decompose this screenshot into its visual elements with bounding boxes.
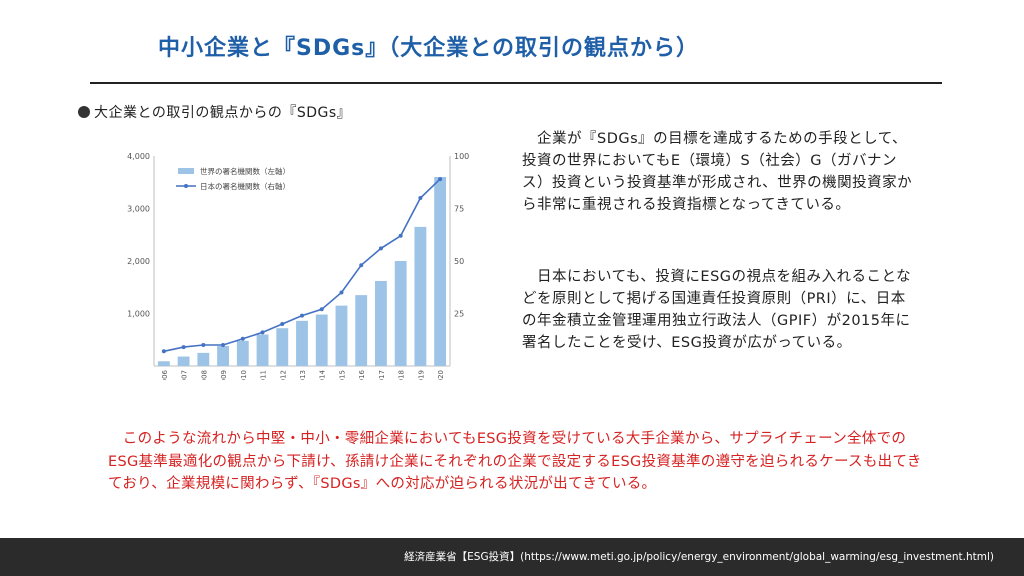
bar	[315, 314, 328, 366]
line-point	[438, 177, 443, 182]
x-tick-label: 2010	[240, 370, 248, 380]
footer-bar: 経済産業省【ESG投資】(https://www.meti.go.jp/poli…	[0, 538, 1024, 576]
title-divider	[90, 82, 942, 84]
bar	[197, 352, 210, 366]
bar	[335, 305, 348, 366]
x-tick-label: 2013	[299, 370, 307, 380]
paragraph-esg-intro: 企業が『SDGs』の目標を達成するための手段として、投資の世界においてもE（環境…	[522, 131, 913, 213]
right-tick-label: 25	[454, 310, 464, 319]
line-point	[418, 196, 423, 200]
line-point	[240, 336, 245, 341]
x-tick-label: 2016	[358, 369, 366, 380]
page-title: 中小企業と『SDGs』（大企業との取引の観点から）	[158, 36, 700, 61]
legend-label-world: 世界の署名機関数（左軸）	[200, 166, 290, 176]
left-tick-label: 3,000	[127, 205, 150, 214]
bullet-icon	[78, 106, 90, 118]
line-point	[378, 246, 383, 251]
bar	[157, 361, 170, 366]
x-tick-label: 2015	[338, 370, 346, 380]
line-point	[398, 233, 403, 238]
section-heading-text: 大企業との取引の観点からの『SDGs』	[94, 105, 352, 121]
highlight-paragraph: このような流れから中堅・中小・零細企業においてもESG投資を受けている大手企業か…	[108, 431, 922, 492]
line-point	[280, 322, 285, 326]
x-tick-label: 2007	[181, 370, 189, 380]
bar	[296, 320, 308, 366]
line-point	[221, 343, 226, 347]
paragraph-japan-gpif: 日本においても、投資にESGの視点を組み入れることなどを原則として掲げる国連責任…	[522, 269, 912, 351]
x-tick-label: 2008	[200, 370, 208, 380]
line-point	[359, 263, 364, 268]
left-tick-label: 2,000	[127, 257, 150, 266]
legend-swatch-bar	[178, 168, 194, 174]
right-tick-label: 50	[454, 257, 464, 266]
x-tick-label: 2006	[161, 369, 169, 380]
line-point	[300, 313, 304, 318]
bar	[276, 328, 289, 366]
signatory-chart: 1,000 2,000 3,000 4,000 25 50 75 100 2006 2007 200…	[127, 152, 469, 380]
line-point	[260, 330, 265, 335]
bar	[355, 295, 368, 366]
right-tick-label: 100	[454, 152, 469, 161]
x-tick-label: 2019	[417, 370, 425, 380]
left-tick-label: 1,000	[127, 310, 150, 319]
bar	[236, 340, 249, 366]
x-tick-label: 2017	[378, 370, 386, 380]
footer-source-link[interactable]: 経済産業省【ESG投資】(https://www.meti.go.jp/poli…	[404, 551, 994, 563]
left-tick-label: 4,000	[127, 152, 150, 161]
bar	[217, 346, 229, 366]
x-tick-label: 2011	[260, 370, 268, 380]
x-tick-label: 2014	[319, 369, 327, 380]
legend-swatch-point	[184, 184, 188, 188]
section-heading: 大企業との取引の観点からの『SDGs』	[78, 102, 351, 122]
line-point	[201, 343, 206, 347]
x-tick-label: 2009	[220, 370, 228, 380]
right-tick-label: 75	[454, 205, 464, 214]
line-point	[319, 307, 324, 312]
bar	[434, 177, 447, 366]
line-point	[181, 345, 186, 350]
bar	[177, 356, 190, 366]
bar	[394, 261, 407, 366]
bar	[414, 226, 427, 366]
legend-label-japan: 日本の署名機関数（右軸）	[200, 181, 290, 191]
bar	[375, 280, 387, 366]
line-point	[339, 290, 344, 295]
line-point	[161, 349, 166, 354]
bar	[256, 334, 269, 366]
x-tick-label: 2018	[398, 370, 406, 380]
x-tick-label: 2020	[437, 370, 445, 380]
x-tick-label: 2012	[279, 370, 287, 380]
